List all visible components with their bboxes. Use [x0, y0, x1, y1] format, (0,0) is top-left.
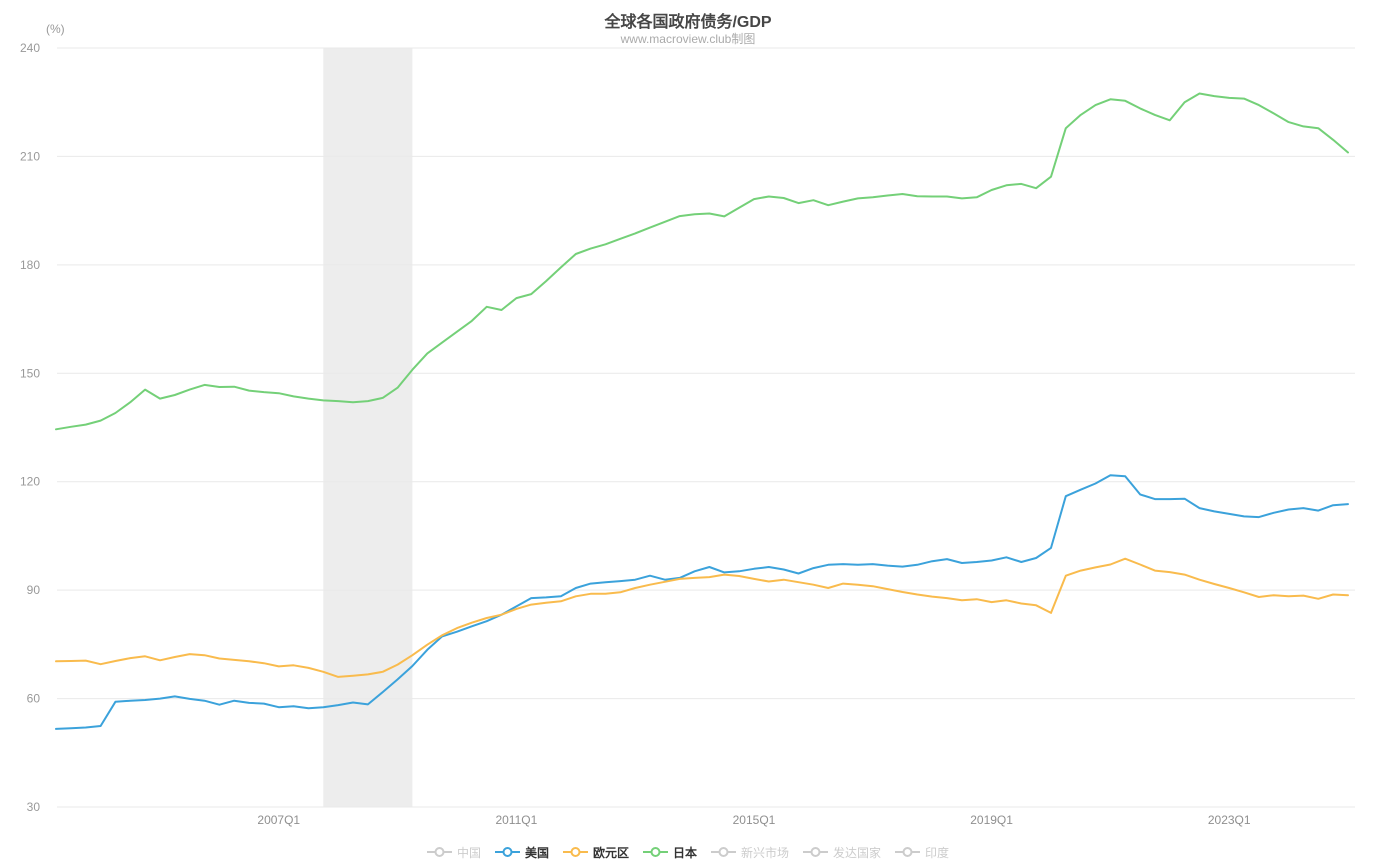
legend-label: 欧元区 — [592, 845, 629, 860]
legend-marker-icon — [426, 847, 452, 857]
legend-marker-icon — [642, 847, 668, 857]
y-tick-label: 150 — [20, 366, 40, 380]
y-tick-label: 60 — [27, 692, 41, 706]
y-tick-label: 90 — [27, 583, 41, 597]
x-tick-label: 2007Q1 — [257, 813, 300, 827]
legend-item-美国[interactable]: 美国 — [494, 844, 549, 861]
chart-subtitle: www.macroview.club制图 — [620, 32, 756, 46]
series-line-日本[interactable] — [55, 92, 1349, 431]
legend-label: 日本 — [672, 845, 697, 860]
legend-item-印度[interactable]: 印度 — [895, 844, 949, 861]
legend-item-日本[interactable]: 日本 — [642, 844, 697, 861]
y-axis-unit-label: (%) — [46, 22, 65, 36]
chart-legend: 中国 美国 欧元区 日本 新兴市场 发达国家 印度 — [0, 841, 1376, 863]
x-tick-label: 2023Q1 — [1208, 813, 1251, 827]
legend-marker-icon — [895, 847, 921, 857]
legend-item-新兴市场[interactable]: 新兴市场 — [711, 844, 789, 861]
legend-item-中国[interactable]: 中国 — [426, 844, 481, 861]
legend-label: 新兴市场 — [741, 845, 790, 860]
legend-label: 美国 — [524, 845, 549, 860]
y-tick-label: 240 — [20, 41, 40, 55]
x-tick-label: 2015Q1 — [733, 813, 776, 827]
legend-label: 印度 — [925, 845, 950, 860]
legend-marker-icon — [803, 847, 829, 857]
legend-item-欧元区[interactable]: 欧元区 — [562, 844, 629, 861]
legend-marker-icon — [494, 847, 520, 857]
legend-label: 发达国家 — [833, 845, 882, 860]
x-tick-label: 2019Q1 — [970, 813, 1013, 827]
legend-label: 中国 — [456, 845, 481, 860]
legend-marker-icon — [562, 847, 588, 857]
y-tick-label: 120 — [20, 475, 40, 489]
recession-band — [323, 48, 413, 807]
series-line-欧元区[interactable] — [55, 557, 1349, 678]
y-tick-label: 180 — [20, 258, 40, 272]
x-tick-label: 2011Q1 — [495, 813, 537, 827]
chart-title: 全球各国政府债务/GDP — [604, 14, 772, 31]
y-tick-label: 30 — [27, 800, 41, 814]
series-line-美国[interactable] — [55, 474, 1349, 730]
y-tick-label: 210 — [20, 149, 40, 163]
legend-item-发达国家[interactable]: 发达国家 — [803, 844, 881, 861]
debt-gdp-line-chart: 30 60 90 120 150 180 210 240 (%) 2007Q1 2011Q1 2015… — [20, 22, 1355, 827]
legend-marker-icon — [711, 847, 736, 857]
